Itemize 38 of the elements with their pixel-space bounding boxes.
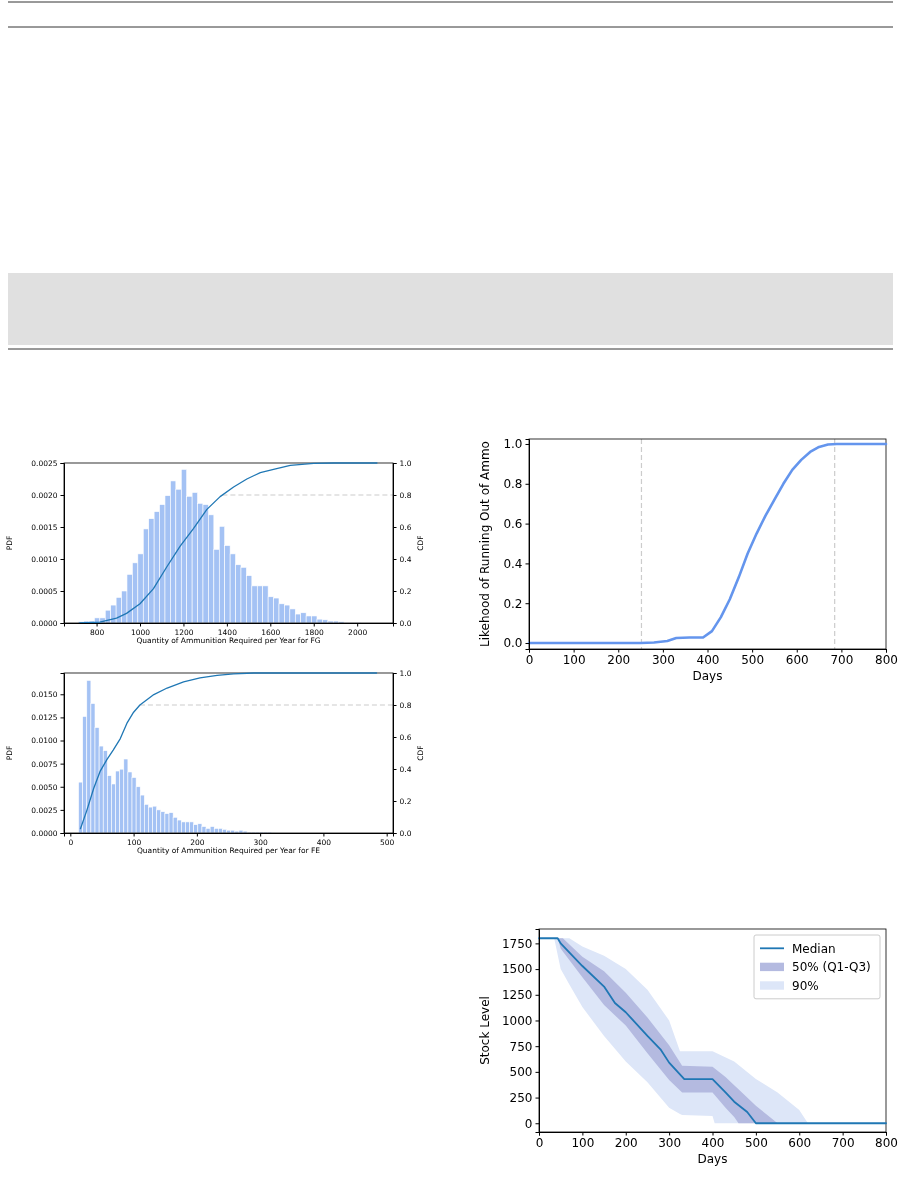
x-tick-label: 100: [571, 1136, 595, 1151]
x-tick-label: 100: [562, 653, 586, 668]
legend-label: 90%: [792, 978, 819, 993]
x-tick-label: 700: [831, 1136, 855, 1151]
y-tick-label: 0.0: [503, 636, 523, 651]
x-tick-label: 400: [701, 1136, 725, 1151]
y-tick-label: 1000: [501, 1013, 533, 1028]
x-tick-label: 700: [830, 653, 854, 668]
y-tick-label: 1500: [501, 962, 533, 977]
x-axis-title: Days: [692, 669, 723, 684]
y-tick-label: 0.8: [503, 477, 523, 492]
x-tick-label: 300: [651, 653, 675, 668]
y-tick-label: 1750: [501, 936, 533, 951]
x-tick-label: 500: [744, 1136, 768, 1151]
y-axis-title: Likehood of Running Out of Ammo: [478, 441, 492, 647]
x-tick-label: 800: [875, 653, 898, 668]
y-tick-label: 1.0: [503, 437, 523, 452]
x-tick-label: 300: [658, 1136, 682, 1151]
x-tick-label: 200: [607, 653, 631, 668]
x-tick-label: 600: [785, 653, 809, 668]
x-tick-label: 400: [696, 653, 720, 668]
y-tick-label: 0.6: [503, 516, 523, 531]
y-tick-label: 250: [509, 1090, 533, 1105]
x-tick-label: 800: [875, 1136, 898, 1151]
x-tick-label: 600: [788, 1136, 812, 1151]
y-tick-label: 0.4: [503, 556, 523, 571]
y-tick-label: 750: [509, 1039, 533, 1054]
y-tick-label: 1250: [501, 988, 533, 1003]
y-tick-label: 0: [524, 1116, 533, 1131]
legend-label: 50% (Q1-Q3): [792, 960, 871, 975]
x-tick-label: 200: [614, 1136, 638, 1151]
y-tick-label: 500: [509, 1065, 533, 1080]
y-tick-label: 0.2: [503, 596, 523, 611]
y-axis-title: Stock Level: [478, 996, 492, 1065]
x-tick-label: 500: [741, 653, 765, 668]
legend-label: Median: [792, 941, 836, 956]
x-axis-title: Days: [697, 1152, 728, 1167]
x-tick-label: 0: [535, 1136, 544, 1151]
